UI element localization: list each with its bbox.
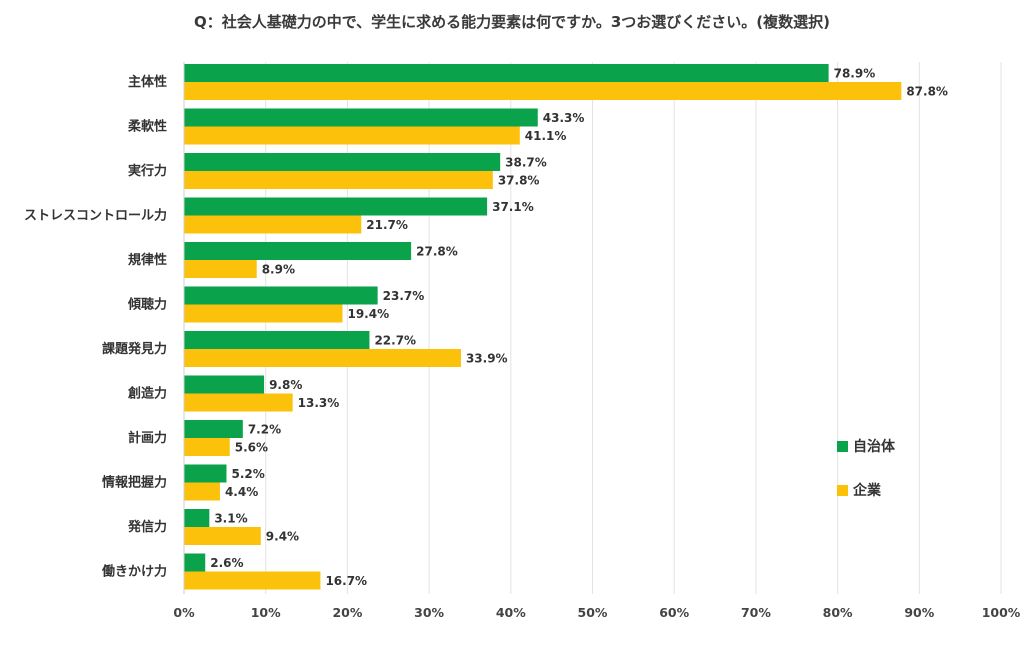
data-label: 5.2% — [231, 467, 264, 481]
x-tick-label: 20% — [332, 605, 362, 620]
data-label: 21.7% — [366, 218, 408, 232]
x-tick-label: 30% — [414, 605, 444, 620]
x-tick-label: 40% — [496, 605, 526, 620]
legend-swatch — [837, 485, 848, 496]
bar-kigyo — [184, 482, 220, 501]
data-label: 41.1% — [525, 129, 567, 143]
data-label: 3.1% — [214, 512, 247, 526]
data-label: 27.8% — [416, 245, 458, 259]
category-label: 計画力 — [128, 430, 167, 446]
category-label: 実行力 — [128, 163, 167, 179]
bar-kigyo — [184, 171, 493, 189]
category-label: 創造力 — [127, 386, 167, 402]
bar-kigyo — [184, 215, 362, 234]
data-label: 4.4% — [225, 485, 258, 499]
data-label: 16.7% — [325, 574, 367, 588]
bar-jichitai — [184, 242, 412, 260]
data-label: 19.4% — [347, 307, 389, 321]
category-label: 発信力 — [127, 519, 167, 535]
bar-jichitai — [184, 420, 243, 438]
category-label: 情報把握力 — [102, 475, 167, 491]
bar-kigyo — [184, 438, 230, 456]
data-label: 33.9% — [466, 352, 508, 366]
x-tick-label: 70% — [741, 605, 771, 620]
data-label: 5.6% — [235, 441, 268, 455]
x-tick-label: 80% — [823, 605, 853, 620]
legend-swatch — [837, 441, 848, 452]
bar-kigyo — [184, 571, 321, 590]
data-label: 23.7% — [383, 289, 425, 303]
bar-jichitai — [184, 509, 210, 527]
bar-jichitai — [184, 553, 206, 572]
x-tick-label: 60% — [659, 605, 689, 620]
x-tick-label: 100% — [982, 605, 1021, 620]
category-label: 課題発見力 — [102, 341, 167, 357]
bar-jichitai — [184, 153, 501, 171]
category-label: ストレスコントロール力 — [24, 208, 167, 224]
bar-jichitai — [184, 375, 265, 394]
category-label: 傾聴力 — [127, 297, 167, 313]
category-label: 働きかけ力 — [101, 564, 167, 580]
bar-kigyo — [184, 260, 257, 278]
category-label: 柔軟性 — [127, 119, 167, 135]
data-label: 9.8% — [269, 378, 302, 392]
bar-kigyo — [184, 349, 461, 367]
legend-label: 企業 — [852, 482, 882, 499]
bar-jichitai — [184, 286, 378, 305]
category-label: 主体性 — [128, 74, 167, 90]
data-label: 43.3% — [543, 111, 585, 125]
bar-kigyo — [184, 527, 261, 545]
bar-kigyo — [184, 304, 343, 323]
data-label: 78.9% — [834, 67, 876, 81]
bar-jichitai — [184, 464, 227, 483]
data-label: 8.9% — [262, 263, 295, 277]
bar-jichitai — [184, 108, 538, 127]
data-label: 13.3% — [298, 396, 340, 410]
bar-jichitai — [184, 64, 829, 82]
bar-kigyo — [184, 393, 293, 412]
data-label: 2.6% — [210, 556, 243, 570]
bar-kigyo — [184, 126, 520, 145]
data-label: 7.2% — [248, 423, 281, 437]
x-tick-label: 90% — [904, 605, 934, 620]
x-tick-label: 0% — [173, 605, 195, 620]
data-label: 87.8% — [906, 85, 948, 99]
data-label: 22.7% — [374, 334, 416, 348]
data-label: 37.1% — [492, 200, 534, 214]
bar-jichitai — [184, 197, 488, 216]
legend-label: 自治体 — [853, 438, 896, 455]
bar-jichitai — [184, 331, 370, 349]
category-label: 規律性 — [128, 252, 167, 268]
x-tick-label: 10% — [251, 605, 281, 620]
chart-title: Q：社会人基礎力の中で、学生に求める能力要素は何ですか。3つお選びください。(複… — [193, 13, 830, 31]
bar-kigyo — [184, 82, 902, 100]
x-tick-label: 50% — [578, 605, 608, 620]
data-label: 37.8% — [498, 174, 540, 188]
data-label: 9.4% — [266, 530, 299, 544]
data-label: 38.7% — [505, 156, 547, 170]
